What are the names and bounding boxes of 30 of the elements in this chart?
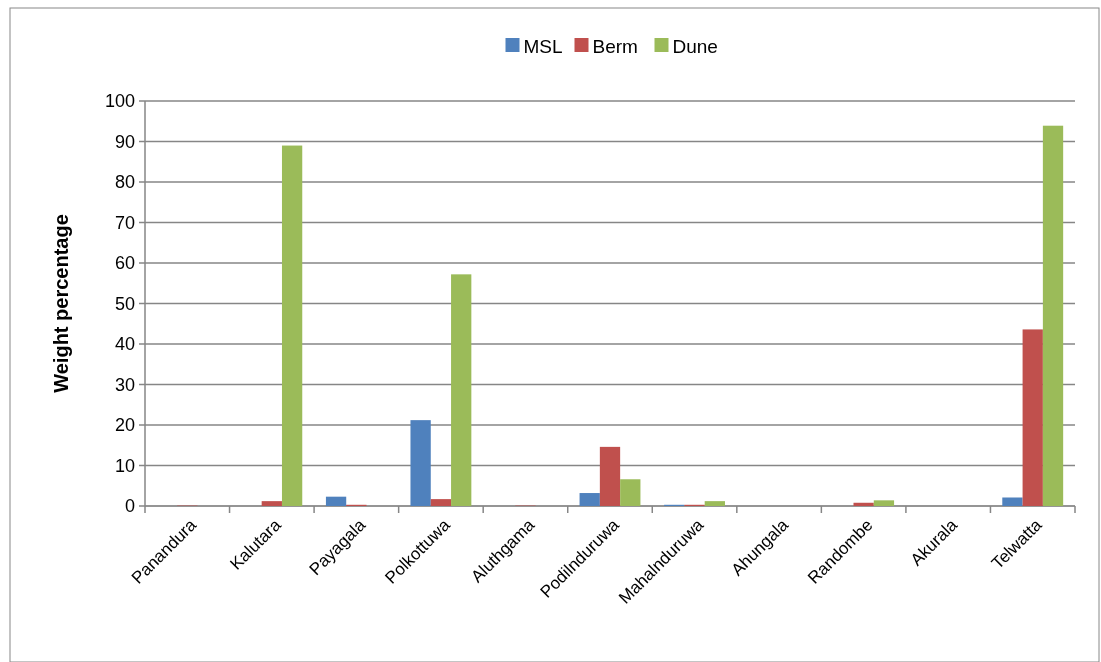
y-tick-label: 40 (114, 334, 135, 355)
bar (261, 501, 282, 506)
bar (704, 501, 725, 506)
bar (599, 446, 621, 506)
y-tick-label: 100 (104, 91, 135, 112)
y-tick-label: 10 (114, 455, 135, 476)
bar (281, 145, 303, 506)
bar (1042, 125, 1064, 506)
legend-label: Berm (592, 35, 638, 57)
y-tick-label: 80 (114, 172, 135, 193)
y-tick-label: 60 (114, 253, 135, 274)
bar (451, 274, 472, 506)
y-axis-title: Weight percentage (50, 214, 72, 393)
y-tick-label: 30 (114, 374, 135, 395)
bar (620, 479, 641, 506)
bar (853, 502, 874, 506)
y-tick-label: 90 (114, 131, 135, 152)
legend-label: MSL (523, 35, 563, 57)
bar (1022, 329, 1043, 506)
bar (410, 420, 431, 506)
bar (579, 493, 600, 506)
y-tick-label: 0 (124, 496, 135, 517)
legend-label: Dune (672, 35, 718, 57)
bar (1002, 497, 1023, 506)
y-tick-label: 50 (114, 293, 135, 314)
bar (325, 496, 347, 506)
bar (873, 500, 895, 506)
y-tick-label: 70 (114, 212, 135, 233)
y-tick-label: 20 (114, 415, 135, 436)
bar (430, 499, 452, 506)
